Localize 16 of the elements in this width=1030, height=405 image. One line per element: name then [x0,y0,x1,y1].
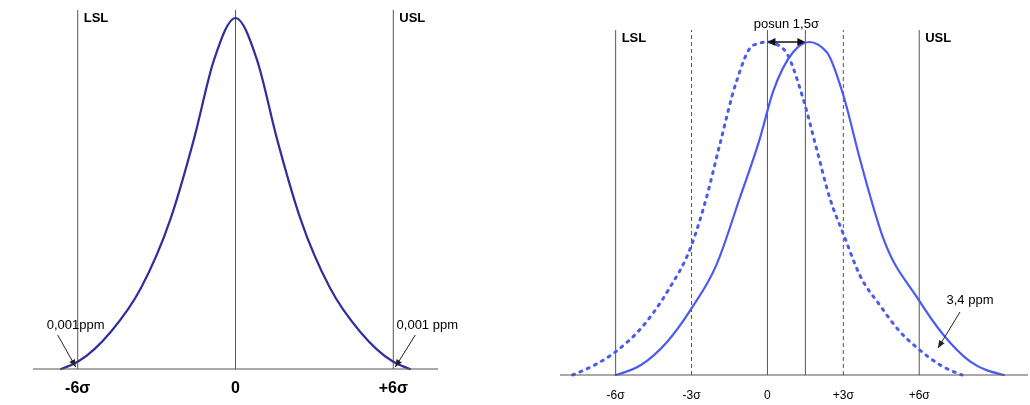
ref-line-label: USL [925,30,952,45]
x-tick-label: +6σ [378,379,408,396]
annotation: 3,4 ppm [946,292,994,307]
annotation: 0,001 ppm [396,317,459,332]
text: posun 1,5σ [753,16,819,31]
ref-line-label: LSL [83,10,109,25]
ref-line-label: USL [399,10,426,25]
x-tick-label: +6σ [908,388,931,402]
x-tick-label: -3σ [682,388,702,402]
x-tick-label: 0 [764,388,772,402]
ref-line-label: LSL [621,30,647,45]
x-tick-label: +3σ [832,388,855,402]
x-tick-label: -6σ [606,388,626,402]
x-tick-label: 0 [231,379,241,396]
x-tick-label: -6σ [65,379,91,396]
annotation: 0,001ppm [46,317,105,332]
